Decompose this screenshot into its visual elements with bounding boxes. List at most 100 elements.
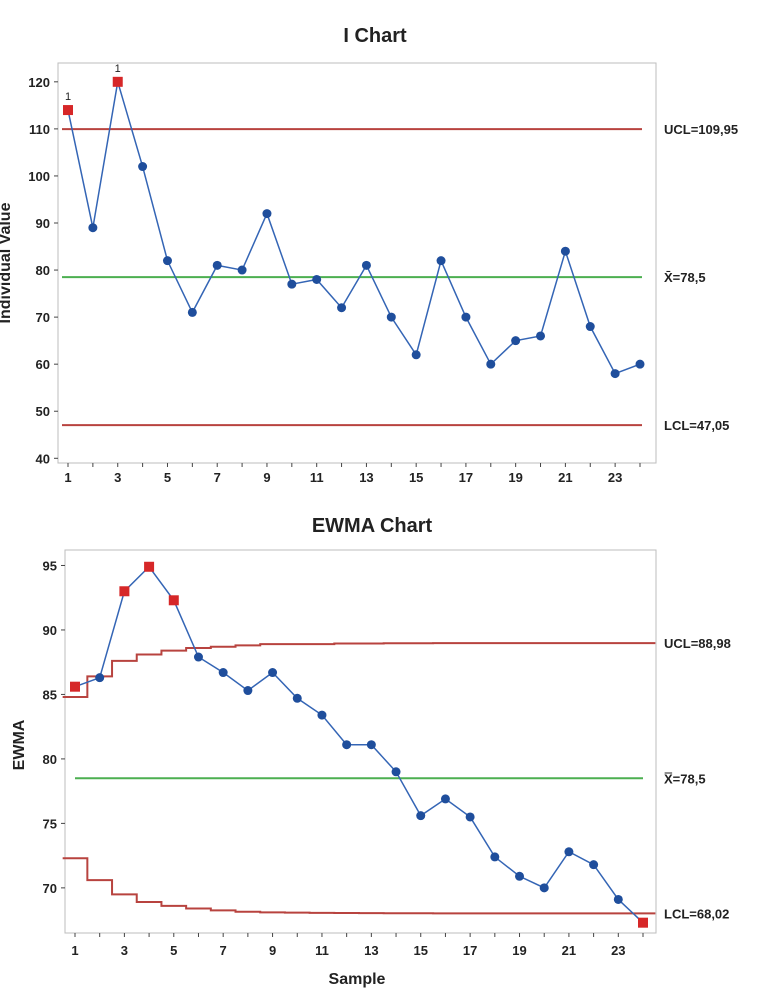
ewma-chart-out-of-control-point xyxy=(638,917,648,928)
ewma-chart-data-point xyxy=(317,710,327,720)
ewma-chart-lcl-label: LCL=68,02 xyxy=(664,906,729,921)
ewma-chart-x-tick-label: 23 xyxy=(611,943,625,958)
ewma-chart-points xyxy=(70,561,648,928)
i-chart-x-tick-label: 23 xyxy=(608,470,622,485)
ewma-chart-data-point xyxy=(539,883,549,893)
ewma-chart-out-of-control-point xyxy=(70,681,80,692)
i-chart-y-tick-label: 90 xyxy=(36,216,50,231)
i-chart-data-point xyxy=(386,312,396,322)
i-chart-x-tick-label: 17 xyxy=(459,470,473,485)
i-chart-x-tick-label: 11 xyxy=(310,470,324,485)
i-chart-y-tick-label: 70 xyxy=(36,310,50,325)
i-chart-x-tick-label: 1 xyxy=(64,470,71,485)
ewma-chart-data-point xyxy=(342,740,352,750)
ewma-chart-data-point xyxy=(243,686,253,696)
i-chart-x-tick-label: 13 xyxy=(359,470,373,485)
i-chart-data-point xyxy=(511,336,521,346)
ewma-chart-data-point xyxy=(589,860,599,870)
ewma-chart-x-tick-label: 19 xyxy=(512,943,526,958)
ewma-chart-x-tick-label: 13 xyxy=(364,943,378,958)
i-chart-data-point xyxy=(237,265,247,275)
i-chart-points: 11 xyxy=(63,63,645,379)
ewma-chart-x-tick-label: 21 xyxy=(562,943,576,958)
i-chart-data-point xyxy=(88,223,98,233)
i-chart-data-point xyxy=(585,322,595,332)
ewma-chart-data-point xyxy=(95,673,105,683)
i-chart-plot-frame xyxy=(57,62,657,464)
i-chart-data-point xyxy=(287,279,297,289)
i-chart-y-axis-label: Individual Value xyxy=(0,202,14,323)
ewma-chart-out-of-control-point xyxy=(119,586,130,597)
ewma-chart-data-point xyxy=(564,847,574,857)
i-chart-data-point xyxy=(610,369,620,379)
i-chart-data-point xyxy=(536,331,546,341)
i-chart-data-point xyxy=(187,307,197,317)
i-chart-x-ticks: 1 3 5 7 9 11 13 15 17 19 21 23 xyxy=(64,463,641,485)
i-chart-y-tick-label: 50 xyxy=(36,404,50,419)
i-chart-flag-label: 1 xyxy=(115,63,121,75)
i-chart-ucl-label: UCL=109,95 xyxy=(664,122,738,137)
ewma-chart-x-ticks: 1 3 5 7 9 11 13 15 17 19 21 23 xyxy=(71,933,644,958)
i-chart-center-label: X̄=78,5 xyxy=(664,270,706,285)
i-chart-y-tick-label: 110 xyxy=(29,122,50,137)
ewma-chart-y-tick-label: 75 xyxy=(43,816,57,831)
i-chart-data-point xyxy=(337,303,347,313)
ewma-chart-ucl-label: UCL=88,98 xyxy=(664,636,731,651)
i-chart-data-point xyxy=(361,260,371,270)
i-chart-lcl-label: LCL=47,05 xyxy=(664,418,729,433)
ewma-chart-y-tick-label: 85 xyxy=(43,687,57,702)
ewma-chart-y-axis-label: EWMA xyxy=(11,719,28,770)
ewma-chart-out-of-control-point xyxy=(168,595,179,606)
ewma-chart-series-line xyxy=(74,565,644,924)
i-chart-y-tick-label: 80 xyxy=(36,263,50,278)
i-chart-data-point xyxy=(262,209,272,219)
i-chart-data-point xyxy=(212,260,222,270)
i-chart-out-of-control-point xyxy=(63,105,73,116)
ewma-chart-x-axis-label: Sample xyxy=(329,971,386,988)
i-chart-data-point xyxy=(486,359,496,369)
i-chart-title: I Chart xyxy=(343,25,407,47)
i-chart-x-tick-label: 7 xyxy=(214,470,221,485)
i-chart-series-line xyxy=(67,81,641,375)
i-chart-x-tick-label: 5 xyxy=(164,470,171,485)
i-chart-x-tick-label: 15 xyxy=(409,470,423,485)
ewma-chart-data-point xyxy=(440,794,450,804)
ewma-chart-y-ticks: 70 75 80 85 90 95 xyxy=(43,558,65,896)
i-chart-x-tick-label: 9 xyxy=(263,470,270,485)
ewma-chart-x-tick-label: 9 xyxy=(269,943,276,958)
ewma-chart-y-tick-label: 80 xyxy=(43,752,57,767)
ewma-chart-y-tick-label: 95 xyxy=(43,558,57,573)
ewma-chart-data-point xyxy=(292,693,302,703)
i-chart-flag-label: 1 xyxy=(65,91,71,103)
i-chart-y-ticks: 40 50 60 70 80 90 100 110 120 xyxy=(28,75,58,466)
ewma-chart-y-tick-label: 90 xyxy=(43,623,57,638)
ewma-chart-data-point xyxy=(193,652,203,662)
i-chart-x-tick-label: 21 xyxy=(558,470,572,485)
i-chart-data-point xyxy=(461,312,471,322)
ewma-chart-data-point xyxy=(391,767,401,777)
i-chart-x-tick-label: 19 xyxy=(508,470,522,485)
i-chart-data-point xyxy=(635,359,645,369)
i-chart-data-point xyxy=(312,274,322,284)
ewma-chart-out-of-control-point xyxy=(144,561,155,572)
ewma-chart-x-tick-label: 1 xyxy=(71,943,78,958)
ewma-chart-center-label: X̿=78,5 xyxy=(664,771,706,786)
i-chart-data-point xyxy=(411,350,421,360)
ewma-chart-data-point xyxy=(613,894,623,904)
i-chart-data-point xyxy=(162,256,172,266)
i-chart-y-tick-label: 40 xyxy=(36,451,50,466)
ewma-chart-ucl-step-line xyxy=(62,642,656,699)
i-chart-data-point xyxy=(436,256,446,266)
i-chart-y-tick-label: 120 xyxy=(28,75,50,90)
ewma-chart-plot-frame xyxy=(64,549,657,934)
i-chart-data-point xyxy=(560,246,570,256)
ewma-chart-x-tick-label: 3 xyxy=(121,943,128,958)
i-chart-x-tick-label: 3 xyxy=(114,470,121,485)
ewma-chart-x-tick-label: 11 xyxy=(315,943,329,958)
i-chart-y-tick-label: 100 xyxy=(28,169,50,184)
ewma-chart-lcl-step-line xyxy=(62,857,656,915)
ewma-chart-data-point xyxy=(366,740,376,750)
ewma-chart-data-point xyxy=(416,811,426,821)
